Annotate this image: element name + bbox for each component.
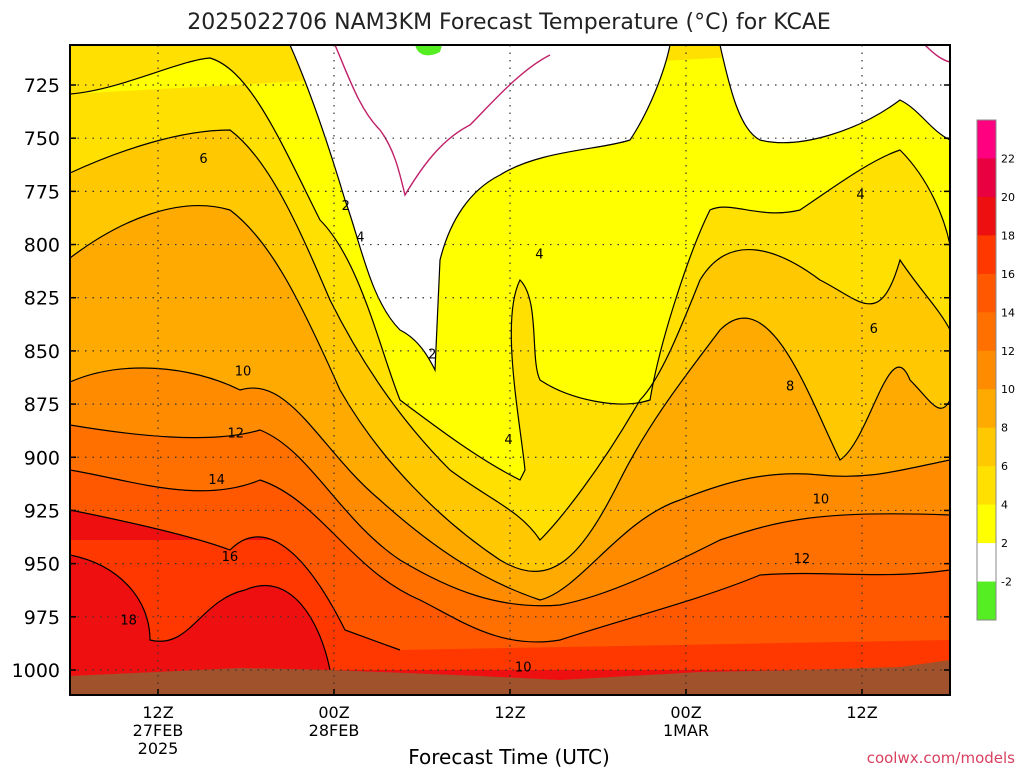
colorbar-label: 10 [1001, 383, 1015, 396]
colorbar-cell [977, 427, 996, 467]
colorbar-frame [976, 119, 997, 621]
contour-2 [289, 45, 950, 373]
contour-0 [334, 45, 950, 197]
contour-label: 6 [870, 322, 878, 337]
contour-10 [70, 367, 950, 601]
y-tick-label: 750 [24, 128, 60, 150]
credit-text: coolwx.com/models [867, 749, 1015, 767]
y-tick-label: 825 [24, 288, 60, 310]
band-0-2 [290, 45, 950, 370]
colorbar-label: 12 [1001, 345, 1015, 358]
x-tick-label: 12Z [494, 703, 525, 722]
contour-label: 8 [786, 380, 794, 395]
contour-label: 4 [856, 188, 864, 203]
chart-title: 2025022706 NAM3KM Forecast Temperature (… [187, 10, 831, 35]
colorbar-cell [977, 273, 996, 313]
colorbar-cell [977, 350, 996, 390]
contour-lines [70, 45, 950, 671]
contour-label: 12 [227, 426, 244, 441]
contour-label: 2 [428, 348, 436, 363]
colorbar-label: 4 [1001, 499, 1008, 512]
contour-16 [70, 509, 401, 651]
colorbar-label: 14 [1001, 306, 1015, 319]
y-tick-label: 975 [24, 607, 60, 629]
colorbar: -2 2 4 6 8 10 12 14 16 18 20 22 [976, 119, 1015, 621]
colorbar-label: 22 [1001, 152, 1015, 165]
y-tick-label: 950 [24, 554, 60, 576]
contour-8 [70, 205, 950, 572]
colorbar-cell [977, 235, 996, 275]
contour-label: 6 [199, 152, 207, 167]
contour-label: 4 [535, 248, 543, 263]
colorbar-cell [977, 504, 996, 544]
colorbar-label: 20 [1001, 191, 1015, 204]
x-tick-label: 2025 [138, 739, 179, 758]
y-tick-label: 725 [24, 75, 60, 97]
contour-label: 10 [813, 492, 830, 507]
colorbar-cell [977, 581, 996, 621]
contour-label: 2 [342, 199, 350, 214]
x-tick-label: 12Z [142, 703, 173, 722]
y-tick-label: 850 [24, 341, 60, 363]
colorbar-cell [977, 196, 996, 236]
y-tick-label: 925 [24, 500, 60, 522]
y-tick-label: 875 [24, 394, 60, 416]
contour-18 [70, 554, 331, 671]
x-tick-label: 27FEB [133, 721, 184, 740]
colorbar-label: 18 [1001, 229, 1015, 242]
contour-label: 16 [222, 550, 239, 565]
band-minus-2-0 [415, 45, 442, 56]
colorbar-cell [977, 466, 996, 506]
contour-6 [70, 129, 950, 541]
y-axis: 725 750 775 800 825 850 875 900 925 950 975 1000 [12, 75, 950, 682]
colorbar-label: 2 [1001, 537, 1008, 550]
contour-label: 4 [504, 433, 512, 448]
colorbar-label: 16 [1001, 268, 1015, 281]
colorbar-label: -2 [1001, 576, 1012, 589]
x-tick-label: 28FEB [309, 721, 360, 740]
contour-14 [70, 469, 950, 643]
contour-label: 10 [235, 365, 252, 380]
y-tick-label: 1000 [12, 660, 60, 682]
contour-label: 12 [794, 552, 811, 567]
y-tick-label: 900 [24, 447, 60, 469]
contour-label: 14 [208, 473, 225, 488]
x-tick-label: 00Z [670, 703, 701, 722]
colorbar-cell [977, 158, 996, 198]
colorbar-cell [977, 543, 996, 583]
x-tick-label: 12Z [846, 703, 877, 722]
x-tick-label: 00Z [318, 703, 349, 722]
contour-label: 18 [120, 614, 137, 629]
x-axis-title: Forecast Time (UTC) [408, 745, 610, 768]
contour-label: 10 [515, 660, 532, 675]
colorbar-cell [977, 120, 996, 159]
colorbar-cell [977, 389, 996, 429]
contour-label: 4 [356, 231, 364, 246]
terrain [70, 660, 950, 695]
x-tick-label: 1MAR [663, 721, 709, 740]
colorbar-label: 6 [1001, 460, 1008, 473]
y-tick-label: 800 [24, 235, 60, 257]
colorbar-label: 8 [1001, 422, 1008, 435]
colorbar-cell [977, 312, 996, 352]
y-tick-label: 775 [24, 181, 60, 203]
contour-4 [70, 57, 950, 481]
contour-12 [70, 424, 950, 607]
contour-labels: 2 4 2 4 4 4 6 6 8 10 10 10 12 12 14 16 18 [120, 152, 877, 675]
